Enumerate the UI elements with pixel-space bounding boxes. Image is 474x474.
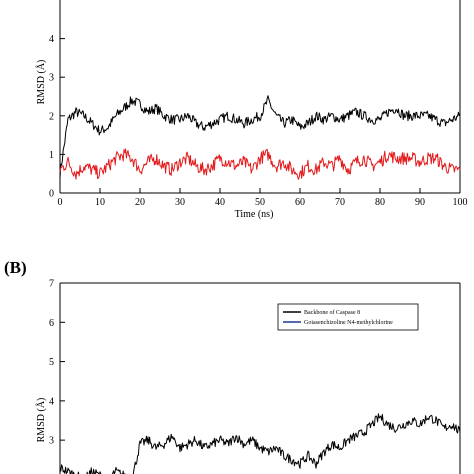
x-tick-label: 20: [135, 197, 145, 208]
x-tick-label: 40: [215, 197, 225, 208]
y-tick-label: 4: [49, 396, 54, 407]
panel-b-legend: Backbone of Caspase 8 Goiasenchizoline N…: [277, 303, 419, 331]
y-tick-label: 2: [49, 111, 54, 122]
panel-a-x-ticks: 0 10 20 30 40 50 60 70 80 90 100: [58, 188, 468, 208]
y-tick-label: 0: [49, 189, 54, 200]
x-tick-label: 70: [335, 197, 345, 208]
y-tick-label: 5: [49, 357, 54, 368]
panel-b-y-ticks: 3 4 5 6 7: [49, 279, 65, 447]
series-line-secondary: [59, 148, 461, 180]
panel-b: (B) 3 4 5 6 7 RMSD (Å) Backbone of Caspase 8…: [4, 258, 461, 474]
y-tick-label: 4: [49, 34, 54, 45]
panel-a-y-ticks: 0 1 2 3 4: [49, 34, 65, 200]
series-line-black: [59, 95, 461, 179]
x-tick-label: 80: [375, 197, 385, 208]
panel-a: 0 1 2 3 4 0 10 20 30 40 50 60 70 80 90 100 RMSD (Å) Ti…: [35, 0, 468, 220]
y-tick-label: 7: [49, 279, 54, 290]
x-tick-label: 30: [175, 197, 185, 208]
legend-label-ligand: Goiasenchizoline N4-methylchlorine: [304, 320, 393, 326]
panel-a-x-axis-title: Time (ns): [235, 209, 274, 220]
y-tick-label: 3: [49, 73, 54, 84]
panel-b-series: [59, 413, 461, 474]
legend-box: [277, 303, 419, 331]
panel-a-y-axis-title: RMSD (Å): [35, 60, 47, 105]
x-tick-label: 10: [95, 197, 105, 208]
x-tick-label: 50: [255, 197, 265, 208]
x-tick-label: 60: [295, 197, 305, 208]
x-tick-label: 0: [58, 197, 63, 208]
y-tick-label: 1: [49, 150, 54, 161]
x-tick-label: 100: [453, 197, 468, 208]
panel-b-label: (B): [4, 258, 27, 277]
y-tick-label: 6: [49, 318, 54, 329]
panel-b-y-axis-title: RMSD (Å): [35, 398, 47, 443]
panel-a-series: [59, 95, 461, 180]
series-line-black: [59, 413, 461, 474]
x-tick-label: 90: [415, 197, 425, 208]
y-tick-label: 3: [49, 436, 54, 447]
legend-label-backbone: Backbone of Caspase 8: [304, 309, 360, 316]
